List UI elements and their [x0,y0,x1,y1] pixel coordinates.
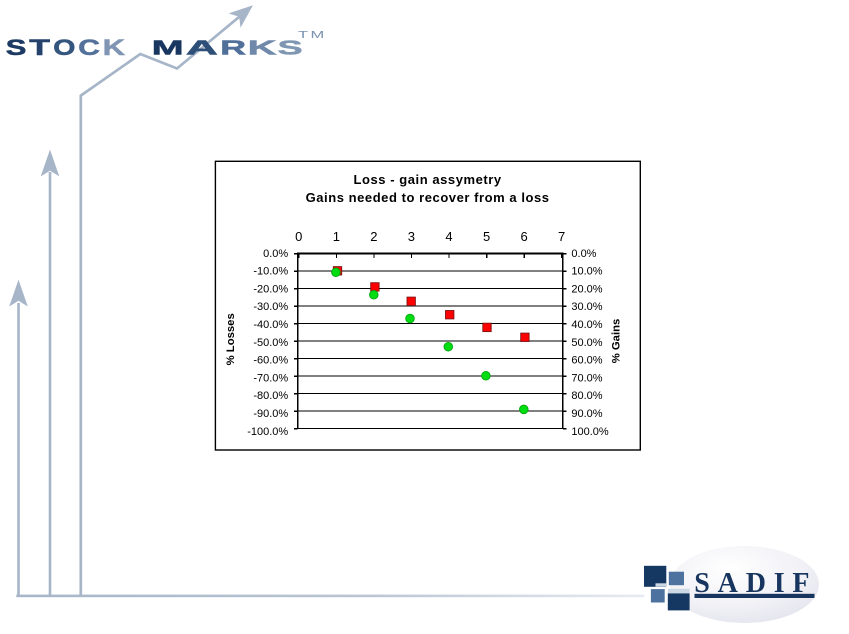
svg-text:O: O [53,36,75,60]
svg-text:S: S [6,35,27,60]
svg-text:S: S [278,37,303,59]
svg-text:50.0%: 50.0% [571,337,602,349]
svg-text:-40.0%: -40.0% [253,319,288,331]
svg-text:R: R [220,37,246,60]
svg-text:100.0%: 100.0% [571,426,609,438]
svg-text:30.0%: 30.0% [571,301,602,313]
svg-text:1: 1 [333,229,340,244]
svg-text:6: 6 [520,229,527,244]
svg-text:2: 2 [370,229,377,244]
svg-text:K: K [103,35,126,60]
svg-text:5: 5 [483,229,490,244]
svg-text:TM: TM [298,29,327,40]
svg-text:70.0%: 70.0% [571,372,602,384]
svg-text:0: 0 [295,229,302,244]
svg-text:C: C [78,35,100,60]
svg-text:Gains needed to recover from a: Gains needed to recover from a loss [306,190,550,205]
svg-text:-70.0%: -70.0% [253,372,288,384]
svg-text:SADIF: SADIF [694,568,817,599]
svg-text:0.0%: 0.0% [571,248,596,260]
svg-text:80.0%: 80.0% [571,390,602,402]
svg-text:-90.0%: -90.0% [253,408,288,420]
svg-text:-30.0%: -30.0% [253,301,288,313]
svg-text:Loss - gain assymetry: Loss - gain assymetry [354,172,502,187]
svg-text:3: 3 [408,229,415,244]
svg-text:% Gains: % Gains [611,319,623,364]
svg-text:40.0%: 40.0% [571,319,602,331]
svg-text:% Losses: % Losses [225,313,237,365]
svg-text:-50.0%: -50.0% [253,337,288,349]
svg-text:T: T [29,36,50,61]
svg-text:-60.0%: -60.0% [253,355,288,367]
svg-text:-10.0%: -10.0% [253,266,288,278]
svg-text:20.0%: 20.0% [571,283,602,295]
svg-text:10.0%: 10.0% [571,266,602,278]
svg-text:A: A [186,37,218,60]
svg-text:90.0%: 90.0% [571,408,602,420]
svg-text:-80.0%: -80.0% [253,390,288,402]
svg-text:K: K [248,36,277,59]
svg-text:7: 7 [558,229,565,244]
svg-text:-20.0%: -20.0% [253,283,288,295]
svg-text:M: M [152,37,184,60]
svg-text:4: 4 [445,229,452,244]
svg-text:60.0%: 60.0% [571,355,602,367]
svg-text:-100.0%: -100.0% [247,426,288,438]
svg-text:0.0%: 0.0% [263,248,288,260]
